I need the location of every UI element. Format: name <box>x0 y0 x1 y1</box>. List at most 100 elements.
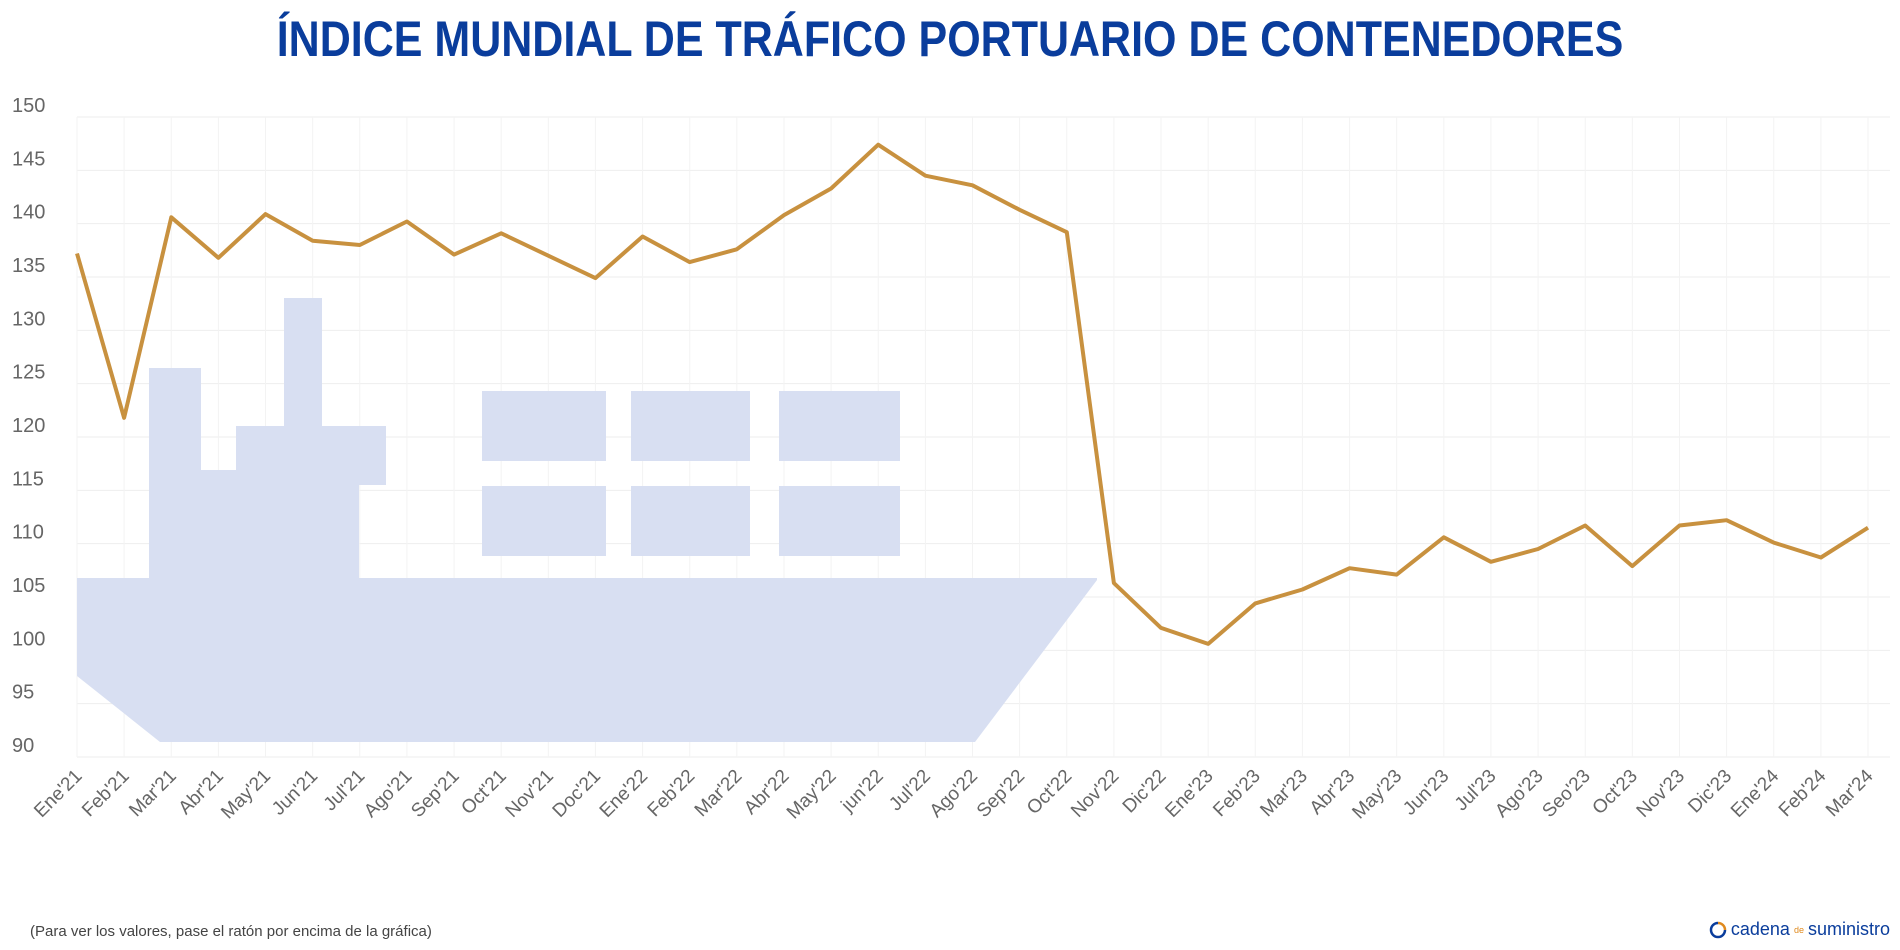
data-point[interactable]: Mar'24: 111.5 <box>1862 522 1874 534</box>
x-tick-label: Oct'23 <box>1589 766 1642 819</box>
data-point[interactable]: Ene'21: 137.2 <box>71 248 83 260</box>
data-point[interactable]: Feb'22: 136.4 <box>684 256 696 268</box>
data-point[interactable]: Feb'23: 104.4 <box>1249 597 1261 609</box>
y-tick-label: 145 <box>12 148 45 170</box>
y-tick-label: 100 <box>12 628 45 650</box>
y-tick-label: 130 <box>12 308 45 330</box>
data-point[interactable]: Jun'21: 138.4 <box>307 235 319 247</box>
x-tick-label: Feb'21 <box>78 766 134 822</box>
series-line[interactable] <box>75 142 1870 646</box>
y-tick-label: 115 <box>12 468 44 490</box>
x-tick-label: May'22 <box>783 766 841 824</box>
x-tick-label: Ene'22 <box>596 766 652 822</box>
x-tick-label: Ene'24 <box>1727 765 1784 822</box>
container-ship-icon <box>77 298 1097 742</box>
container-block <box>779 391 900 461</box>
x-tick-label: Nov'23 <box>1633 766 1689 822</box>
y-tick-label: 105 <box>12 575 45 597</box>
data-point[interactable]: Jul'23: 108.3 <box>1485 556 1497 568</box>
data-point[interactable]: Nov'21: 137 <box>542 250 554 262</box>
y-tick-label: 150 <box>12 95 45 117</box>
x-axis-ticks: Ene'21Feb'21Mar'21Abr'21May'21Jun'21Jul'… <box>30 765 1878 823</box>
x-tick-label: Ene'23 <box>1161 766 1217 822</box>
x-tick-label: Sep'21 <box>407 766 463 822</box>
x-tick-label: jun'22 <box>837 766 888 817</box>
x-tick-label: Ago'23 <box>1491 766 1547 822</box>
x-tick-label: Mar'21 <box>125 766 180 821</box>
data-point[interactable]: Seo'23: 111.7 <box>1579 520 1591 532</box>
data-point[interactable]: Jul'21: 138 <box>354 239 366 251</box>
x-tick-label: Oct'22 <box>1023 766 1076 819</box>
x-tick-label: Nov'21 <box>502 766 558 822</box>
y-tick-label: 90 <box>12 735 34 757</box>
data-point[interactable]: Sep'22: 141.3 <box>1014 204 1026 216</box>
data-point[interactable]: May'23: 107.1 <box>1391 569 1403 581</box>
brand-swirl-icon <box>1709 921 1727 938</box>
x-tick-label: Mar'23 <box>1256 766 1311 821</box>
x-tick-label: Ago'22 <box>926 766 982 822</box>
data-point[interactable]: Oct'22: 139.2 <box>1061 226 1073 238</box>
series-layer: Ene'21: 137.2 Feb'21: 121.8 Mar'21: 140.6 A… <box>71 139 1874 650</box>
data-point[interactable]: Doc'21: 134.9 <box>589 272 601 284</box>
container-block <box>482 486 606 556</box>
x-tick-label: Feb'23 <box>1209 766 1265 822</box>
ship-hull <box>77 578 1097 742</box>
data-point[interactable]: jun'22: 147.4 <box>872 139 884 151</box>
x-tick-label: Ago'21 <box>360 766 416 822</box>
data-point[interactable]: Ago'22: 143.6 <box>967 179 979 191</box>
brand-small: de <box>1793 924 1804 935</box>
x-tick-label: Feb'22 <box>644 766 700 822</box>
y-tick-label: 110 <box>12 522 44 544</box>
data-point[interactable]: Dic'22: 102.1 <box>1155 622 1167 634</box>
data-point[interactable]: Feb'24: 108.7 <box>1815 552 1827 564</box>
x-tick-label: Sep'22 <box>973 766 1029 822</box>
data-point[interactable]: Ago'23: 109.5 <box>1532 543 1544 555</box>
x-tick-label: Doc'21 <box>549 766 605 822</box>
data-point[interactable]: Mar'21: 140.6 <box>165 211 177 223</box>
data-point[interactable]: Feb'21: 121.8 <box>118 412 130 424</box>
data-point[interactable]: Mar'23: 105.7 <box>1296 584 1308 596</box>
brand-suffix: suministro <box>1807 919 1890 939</box>
x-tick-label: Nov'22 <box>1067 766 1123 822</box>
data-point[interactable]: Oct'23: 107.9 <box>1626 560 1638 572</box>
y-tick-label: 125 <box>12 362 45 384</box>
y-tick-label: 135 <box>12 255 45 277</box>
x-tick-label: Feb'24 <box>1775 765 1831 821</box>
y-tick-label: 95 <box>12 682 34 704</box>
data-point[interactable]: Ene'24: 110.1 <box>1768 537 1780 549</box>
data-point[interactable]: Jun'23: 110.6 <box>1438 531 1450 543</box>
data-point[interactable]: Mar'22: 137.6 <box>731 243 743 255</box>
x-tick-label: May'23 <box>1348 766 1406 824</box>
data-point[interactable]: Nov'22: 106.3 <box>1108 577 1120 589</box>
x-tick-label: Seo'23 <box>1538 766 1594 822</box>
data-point[interactable]: Oct'21: 139.1 <box>495 227 507 239</box>
data-point[interactable]: May'22: 143.3 <box>825 182 837 194</box>
data-point[interactable]: Ene'23: 100.6 <box>1202 638 1214 650</box>
data-point[interactable]: Sep'21: 137.1 <box>448 249 460 261</box>
data-point[interactable]: Jul'22: 144.5 <box>919 170 931 182</box>
y-tick-label: 140 <box>12 202 45 224</box>
x-tick-label: Mar'22 <box>691 766 746 821</box>
data-point[interactable]: Ene'22: 138.8 <box>637 230 649 242</box>
data-point[interactable]: Dic'23: 112.2 <box>1721 514 1733 526</box>
data-point[interactable]: Ago'21: 140.2 <box>401 216 413 228</box>
x-tick-label: Jun'21 <box>268 766 322 820</box>
footnote: (Para ver los valores, pase el ratón por… <box>30 923 432 940</box>
container-block <box>779 486 900 556</box>
brand-prefix: cadena <box>1730 919 1790 939</box>
data-point[interactable]: Abr'23: 107.7 <box>1344 562 1356 574</box>
data-point[interactable]: May'21: 140.9 <box>260 208 272 220</box>
x-tick-label: Oct'21 <box>457 766 510 819</box>
x-tick-label: Ene'21 <box>30 766 86 822</box>
x-tick-label: Jun'23 <box>1399 766 1453 820</box>
brand-logo[interactable]: cadena de suministro <box>1709 919 1890 940</box>
data-point[interactable]: Abr'21: 136.8 <box>212 252 224 264</box>
data-point[interactable]: Nov'23: 111.7 <box>1673 520 1685 532</box>
x-tick-label: May'21 <box>217 766 275 824</box>
container-block <box>631 391 750 461</box>
container-block <box>482 391 606 461</box>
data-point[interactable]: Abr'22: 140.8 <box>778 209 790 221</box>
y-axis-ticks: 150 145 140 135 130 125 120 115 110 105 100 95 90 <box>12 95 45 757</box>
y-tick-label: 120 <box>12 415 45 437</box>
